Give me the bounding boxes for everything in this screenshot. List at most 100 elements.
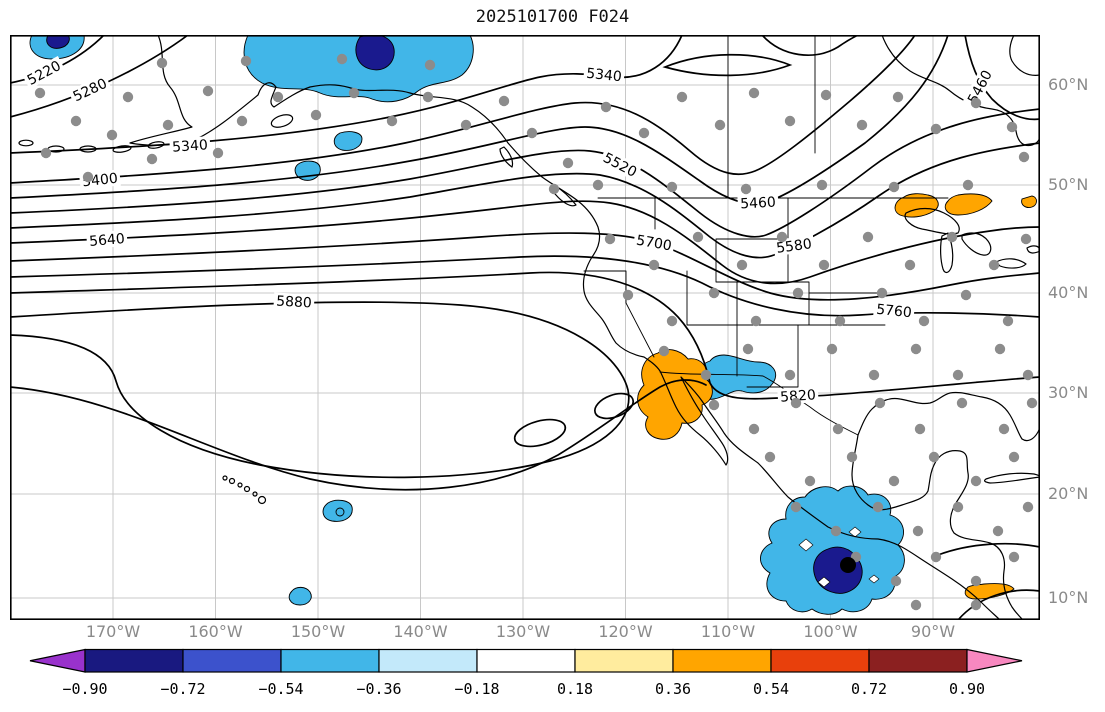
station-dot: [548, 183, 560, 195]
hawaii-contour-ring: [335, 507, 345, 517]
contour-topright-arc: [761, 35, 859, 57]
station-dot: [1006, 121, 1018, 133]
negative-core-alaska: [355, 35, 395, 71]
svg-text:5880: 5880: [276, 294, 312, 312]
station-dot: [648, 259, 660, 271]
station-dot: [790, 397, 802, 409]
station-dot: [336, 53, 348, 65]
station-dot: [816, 179, 828, 191]
station-dot: [498, 95, 510, 107]
station-dot: [708, 287, 720, 299]
hawaii-island: [228, 477, 236, 485]
station-dot: [736, 259, 748, 271]
contour-lens: [662, 53, 793, 77]
lon-tick-label: 160°W: [188, 622, 243, 641]
great-lakes: [904, 207, 1040, 274]
contour-caribbean-1: [937, 542, 1040, 556]
colorbar-tick-label: 0.72: [850, 680, 888, 698]
station-dot: [992, 525, 1004, 537]
negative-anomaly-small-1: [333, 131, 363, 151]
negative-core-bering: [46, 35, 70, 49]
station-dot: [914, 423, 926, 435]
station-dot: [742, 343, 754, 355]
svg-text:5280: 5280: [71, 76, 110, 106]
lon-tick-label: 120°W: [598, 622, 653, 641]
station-dot: [638, 127, 650, 139]
contour-label: 5820: [777, 386, 819, 406]
station-dot: [212, 147, 224, 159]
svg-text:5820: 5820: [780, 387, 817, 405]
station-dot: [1018, 151, 1030, 163]
station-dot: [40, 147, 52, 159]
cuba: [984, 472, 1040, 484]
station-dot: [122, 91, 134, 103]
svg-text:5460: 5460: [740, 195, 776, 213]
lat-tick-label: 40°N: [1048, 283, 1089, 302]
lat-tick-label: 60°N: [1048, 75, 1089, 94]
station-dot: [1026, 397, 1038, 409]
station-dot: [904, 259, 916, 271]
station-dot: [146, 153, 158, 165]
contour-label: 5460: [737, 193, 779, 213]
station-dot: [692, 231, 704, 243]
station-dot: [820, 89, 832, 101]
lon-tick-label: 130°W: [495, 622, 551, 641]
lat-tick-label: 30°N: [1048, 383, 1089, 402]
station-dot: [600, 101, 612, 113]
station-dot: [70, 115, 82, 127]
colorbar-segment: [378, 648, 478, 673]
station-dot: [700, 369, 712, 381]
station-dot: [872, 501, 884, 513]
map-frame: [10, 35, 1040, 620]
lon-tick-label: 140°W: [393, 622, 448, 641]
station-dot: [892, 91, 904, 103]
kodiak-island: [270, 114, 294, 128]
svg-text:5760: 5760: [875, 302, 912, 322]
lon-tick-label: 110°W: [700, 622, 756, 641]
haida-gwaii: [499, 146, 514, 168]
storm-center-dot: [840, 557, 856, 573]
station-dot: [930, 123, 942, 135]
station-dot: [1008, 451, 1020, 463]
station-dot: [272, 91, 284, 103]
shading-hole-diamond: [798, 538, 814, 552]
hawaii-island: [237, 482, 243, 488]
station-dot: [1022, 369, 1034, 381]
station-dot: [784, 369, 796, 381]
lon-tick-label: 100°W: [803, 622, 858, 641]
station-dot: [82, 171, 94, 183]
station-dot: [776, 231, 788, 243]
station-dot: [592, 179, 604, 191]
station-dot: [832, 423, 844, 435]
colorbar-tick-label: −0.36: [356, 680, 402, 698]
positive-anomaly-right-edge: [1021, 195, 1037, 208]
station-dot: [956, 397, 968, 409]
station-dot: [1008, 551, 1020, 563]
station-dot: [310, 109, 322, 121]
coastline-hudson-corner: [1009, 35, 1040, 76]
station-dot: [156, 57, 168, 69]
shading-hole-diamond: [868, 574, 880, 584]
station-dot: [386, 115, 398, 127]
contour-label: 5880: [273, 292, 315, 312]
station-dot: [804, 475, 816, 487]
station-dot: [526, 127, 538, 139]
contour-label: 5640: [86, 229, 128, 250]
lat-tick-label: 10°N: [1048, 588, 1089, 607]
contour-inner-high-2: [593, 392, 635, 420]
station-dot: [910, 343, 922, 355]
station-dot: [1002, 315, 1014, 327]
station-dot: [856, 119, 868, 131]
hawaii-island: [222, 475, 228, 481]
colorbar-tick-label: 0.54: [752, 680, 790, 698]
contour-label: 5520: [598, 148, 642, 182]
contour-lines: [10, 35, 1040, 620]
hawaii-island: [243, 485, 251, 493]
station-dot: [912, 525, 924, 537]
contour-5520: [10, 108, 1040, 238]
coastline-pacific: [129, 35, 1001, 620]
station-dot: [240, 55, 252, 67]
contour-5280: [10, 35, 189, 118]
shading-hole-diamond: [817, 576, 831, 588]
